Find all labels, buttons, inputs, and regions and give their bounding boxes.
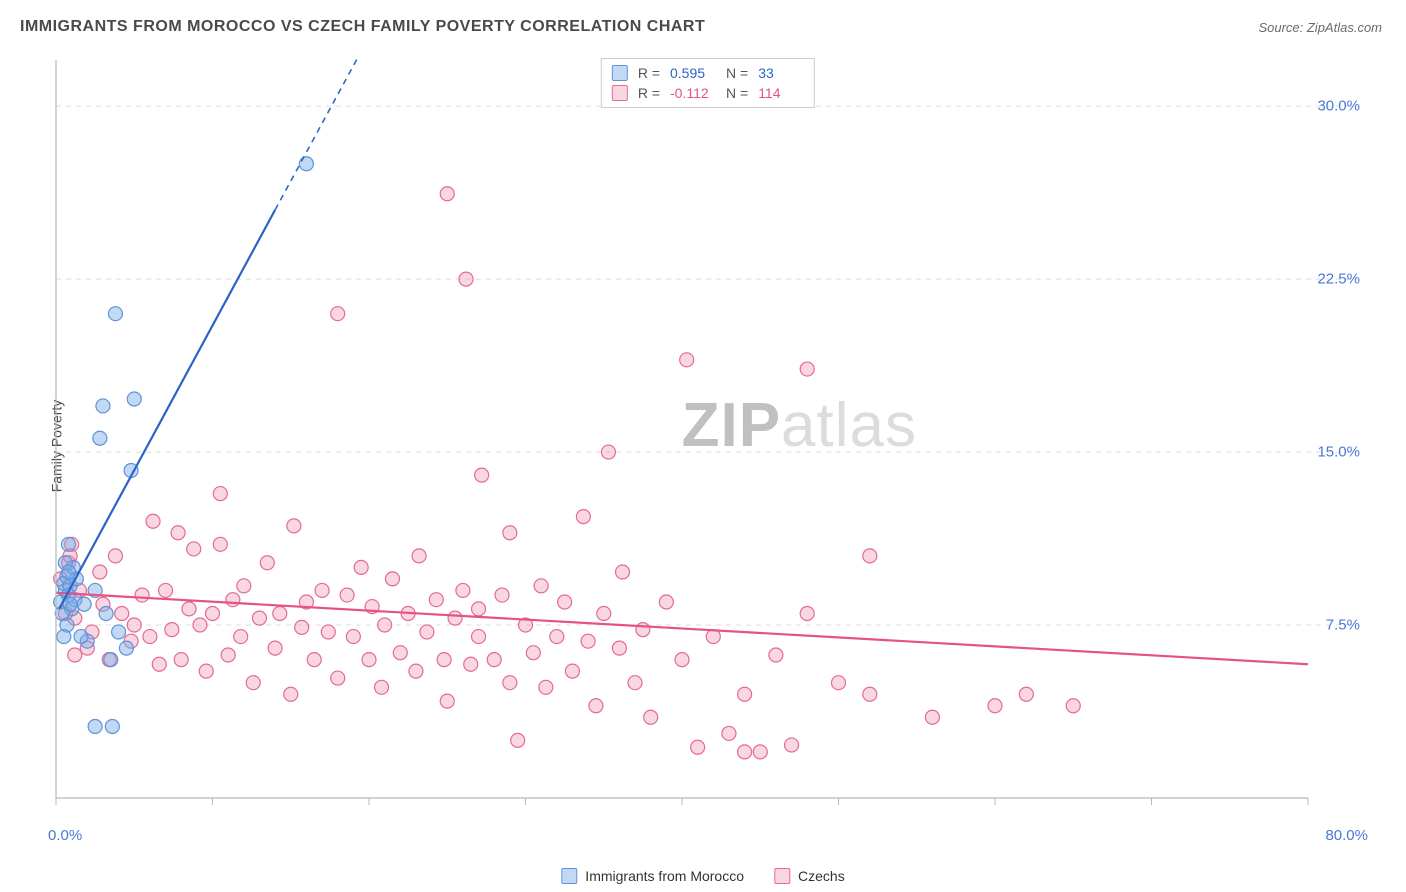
page-title: IMMIGRANTS FROM MOROCCO VS CZECH FAMILY … — [20, 18, 705, 36]
r-label: R = — [638, 63, 660, 83]
y-tick-label: 22.5% — [1317, 271, 1360, 288]
n-value: 33 — [758, 63, 804, 83]
source-credit: Source: ZipAtlas.com — [1258, 20, 1382, 35]
r-value: -0.112 — [670, 83, 716, 103]
legend-swatch-icon — [561, 868, 577, 884]
y-tick-label: 30.0% — [1317, 98, 1360, 115]
legend-swatch-icon — [612, 85, 628, 101]
r-label: R = — [638, 83, 660, 103]
n-label: N = — [726, 83, 748, 103]
legend-row: R = -0.112 N = 114 — [612, 83, 804, 103]
x-tick-max: 80.0% — [1325, 827, 1368, 844]
plot-area: R = 0.595 N = 33 R = -0.112 N = 114 7.5%… — [48, 56, 1368, 816]
y-tick-label: 7.5% — [1326, 617, 1360, 634]
legend-swatch-icon — [774, 868, 790, 884]
legend-label: Czechs — [798, 868, 845, 884]
r-value: 0.595 — [670, 63, 716, 83]
series-legend: Immigrants from Morocco Czechs — [561, 868, 844, 884]
y-tick-label: 15.0% — [1317, 444, 1360, 461]
scatter-chart — [48, 56, 1368, 816]
legend-item: Immigrants from Morocco — [561, 868, 744, 884]
n-label: N = — [726, 63, 748, 83]
legend-row: R = 0.595 N = 33 — [612, 63, 804, 83]
legend-label: Immigrants from Morocco — [585, 868, 744, 884]
n-value: 114 — [758, 83, 804, 103]
legend-item: Czechs — [774, 868, 845, 884]
correlation-legend: R = 0.595 N = 33 R = -0.112 N = 114 — [601, 58, 815, 108]
legend-swatch-icon — [612, 65, 628, 81]
x-tick-min: 0.0% — [48, 827, 82, 844]
